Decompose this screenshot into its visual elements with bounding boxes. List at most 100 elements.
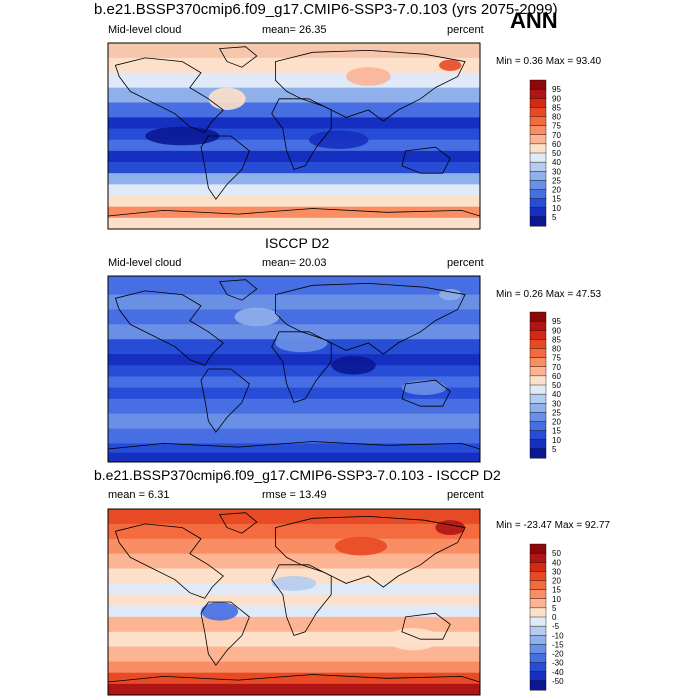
colorbar-tick-label: 30 [552, 399, 561, 408]
colorbar-swatch [529, 134, 547, 145]
colorbar-tick-label: 90 [552, 94, 561, 103]
colorbar-tick-label: 80 [552, 113, 561, 122]
colorbar-swatch [529, 421, 547, 432]
map-field-feature [208, 87, 246, 110]
colorbar-swatch [529, 88, 547, 99]
coastline [114, 57, 224, 133]
colorbar-tick-label: 5 [552, 445, 557, 454]
map-field-band [108, 387, 480, 400]
map-field-band [108, 173, 480, 185]
map-field-band [108, 102, 480, 118]
map-field-band [108, 43, 480, 59]
colorbar-tick-label: 50 [552, 381, 561, 390]
map-frame [107, 42, 481, 230]
colorbar-swatch [529, 607, 547, 618]
map-field-band [108, 162, 480, 174]
colorbar-swatch [529, 98, 547, 108]
map-field-feature [334, 536, 387, 556]
colorbar-tick-label: 90 [552, 326, 561, 335]
colorbar-tick-label: 25 [552, 176, 561, 185]
colorbar-tick-label: 85 [552, 335, 561, 344]
colorbar-swatch [529, 571, 547, 582]
coastline [401, 379, 451, 407]
colorbar-tick-label: 70 [552, 131, 561, 140]
map-field-band [108, 376, 480, 389]
colorbar-tick-label: 75 [552, 122, 561, 131]
map-field-band [108, 443, 480, 454]
map-field-band [108, 57, 480, 74]
colorbar-tick-label: 25 [552, 408, 561, 417]
colorbar-tick-label: 20 [552, 418, 561, 427]
colorbar-tick-label: -40 [552, 668, 564, 677]
coastline [271, 331, 332, 403]
map-field-feature [308, 130, 369, 150]
map-field-band [108, 523, 480, 540]
colorbar-swatch [529, 357, 547, 368]
map-field-feature [439, 289, 462, 301]
coastline [271, 564, 332, 636]
coastline [218, 279, 258, 301]
colorbar-swatch [529, 330, 547, 340]
coastline [274, 282, 466, 355]
map-field-band [108, 365, 480, 377]
colorbar-swatch [529, 598, 547, 609]
colorbar-tick-label: 10 [552, 436, 561, 445]
coastline [108, 441, 480, 462]
colorbar-swatch [529, 412, 547, 423]
colorbar-swatch [529, 311, 547, 322]
colorbar-tick-label: 50 [552, 549, 561, 558]
map-field-band [108, 150, 480, 163]
colorbar-swatch [529, 580, 547, 591]
colorbar-swatch [529, 635, 547, 645]
panel2-mean: mean= 20.03 [262, 257, 327, 269]
map-field-band [108, 661, 480, 674]
map-field-feature [435, 520, 466, 536]
map-field-band [108, 309, 480, 325]
colorbar-swatch [529, 589, 547, 600]
colorbar-swatch [529, 448, 547, 459]
map-field-band [108, 184, 480, 197]
panel3-title: b.e21.BSSP370cmip6.f09_g17.CMIP6-SSP3-7.… [94, 467, 501, 483]
colorbar-swatch [529, 161, 547, 172]
coastline [401, 612, 451, 640]
colorbar-tick-label: -10 [552, 631, 564, 640]
coastline [274, 49, 466, 122]
colorbar-swatch [529, 198, 547, 209]
colorbar-tick-label: 0 [552, 613, 557, 622]
map-field-feature [275, 333, 328, 353]
colorbar-swatch [529, 339, 547, 350]
colorbar-swatch [529, 543, 547, 554]
panel2-title: ISCCP D2 [265, 235, 330, 251]
panel1-variable-label: Mid-level cloud [108, 24, 182, 36]
colorbar-swatch [529, 180, 547, 191]
colorbar-swatch [529, 439, 547, 450]
map-field-band [108, 195, 480, 208]
map-field-band [108, 594, 480, 607]
colorbar-tick-label: 15 [552, 586, 561, 595]
colorbar-tick-label: 15 [552, 427, 561, 436]
colorbar-swatch [529, 403, 547, 413]
colorbar-tick-label: 30 [552, 167, 561, 176]
map-field-band [108, 128, 480, 141]
colorbar-swatch [529, 366, 547, 377]
panel2-variable-label: Mid-level cloud [108, 257, 182, 269]
panel3-units: percent [447, 489, 484, 501]
coastline [218, 512, 258, 534]
colorbar-tick-label: 10 [552, 595, 561, 604]
colorbar-tick-label: 75 [552, 354, 561, 363]
colorbar-swatch [529, 189, 547, 200]
colorbar-swatch [529, 384, 547, 395]
colorbar-tick-label: -30 [552, 659, 564, 668]
map-field-band [108, 605, 480, 618]
coastline [108, 674, 480, 695]
map-panel-2 [107, 275, 481, 463]
colorbar-swatch [529, 671, 547, 682]
coastline [274, 515, 466, 588]
map-field-band [108, 672, 480, 685]
colorbar-swatch [529, 152, 547, 163]
colorbar-swatch [529, 116, 547, 127]
map-field-band [108, 294, 480, 310]
panel1-title: b.e21.BSSP370cmip6.f09_g17.CMIP6-SSP3-7.… [94, 1, 558, 18]
